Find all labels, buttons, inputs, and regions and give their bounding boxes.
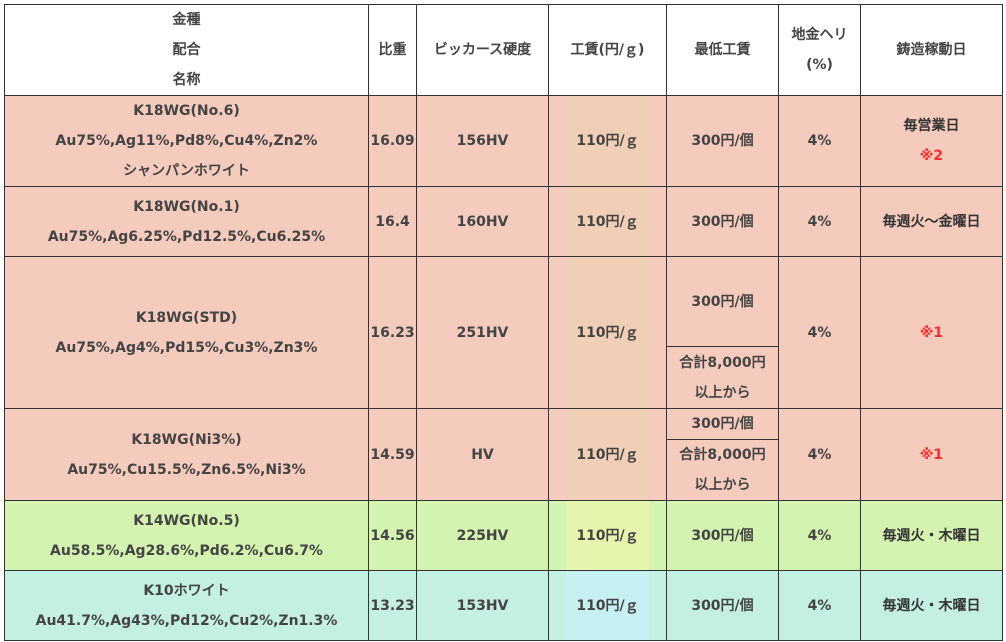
fee-value: 110円/ｇ — [576, 527, 639, 544]
casting-days-cell: ※1 — [860, 408, 1003, 501]
header-name: 金種 配合 名称 — [4, 4, 369, 96]
casting-days: 毎営業日 — [903, 118, 960, 134]
alloy-name: K18WG(No.1) — [133, 198, 240, 215]
table-row: 合計8,000円 以上から — [5, 346, 1003, 409]
casting-days-cell: 毎営業日 ※2 — [860, 95, 1003, 187]
min-fee-alt-cell: 合計8,000円 以上から — [666, 439, 779, 501]
alloy-composition: Au75%,Ag11%,Pd8%,Cu4%,Zn2% — [55, 133, 318, 149]
gravity-cell: 14.56 — [368, 500, 417, 571]
casting-days-cell: 毎週火・木曜日 — [860, 500, 1003, 571]
casting-days-cell: 毎週火～金曜日 — [860, 186, 1003, 257]
hardness-cell: 225HV — [416, 500, 549, 571]
loss-cell: 4% — [778, 186, 861, 257]
alloy-subtitle: シャンパンホワイト — [123, 163, 250, 179]
hardness-cell: 251HV — [416, 256, 549, 409]
alloy-name-cell: K10ホワイト Au41.7%,Ag43%,Pd12%,Cu2%,Zn1.3% — [4, 570, 369, 641]
min-fee-alt-cell: 合計8,000円 以上から — [666, 346, 779, 409]
gravity-cell: 16.4 — [368, 186, 417, 257]
table-row: K18WG(No.6) Au75%,Ag11%,Pd8%,Cu4%,Zn2% シ… — [4, 95, 1003, 187]
gravity-cell: 16.23 — [368, 256, 417, 409]
loss-cell: 4% — [778, 408, 861, 501]
alloy-composition: Au75%,Cu15.5%,Zn6.5%,Ni3% — [67, 461, 306, 478]
casting-days-cell: ※1 — [860, 256, 1003, 409]
casting-days: 毎週火～金曜日 — [882, 213, 981, 230]
casting-note: ※2 — [919, 148, 944, 164]
header-hardness: ビッカース硬度 — [416, 4, 549, 96]
fee-cell: 110円/ｇ — [548, 186, 667, 257]
min-fee-cell: 300円/個 — [666, 95, 779, 187]
alloy-composition: Au41.7%,Ag43%,Pd12%,Cu2%,Zn1.3% — [35, 612, 338, 629]
header-casting-days: 鋳造稼動日 — [860, 4, 1003, 96]
alloy-composition: Au58.5%,Ag28.6%,Pd6.2%,Cu6.7% — [50, 542, 323, 559]
gravity-cell: 16.09 — [368, 95, 417, 187]
alloy-name-cell: K18WG(STD) Au75%,Ag4%,Pd15%,Cu3%,Zn3% — [4, 256, 369, 409]
hardness-cell: HV — [416, 408, 549, 501]
loss-cell: 4% — [778, 500, 861, 571]
header-gravity: 比重 — [368, 4, 417, 96]
fee-cell: 110円/ｇ — [548, 95, 667, 187]
hardness-cell: 153HV — [416, 570, 549, 641]
alloy-name: K18WG(STD) — [135, 309, 238, 326]
table-row: K10ホワイト Au41.7%,Ag43%,Pd12%,Cu2%,Zn1.3% … — [4, 570, 1003, 641]
min-fee-alt-line: 以上から — [694, 384, 751, 401]
gravity-cell: 13.23 — [368, 570, 417, 641]
alloy-name-cell: K18WG(No.1) Au75%,Ag6.25%,Pd12.5%,Cu6.25… — [4, 186, 369, 257]
alloy-name-cell: K18WG(Ni3%) Au75%,Cu15.5%,Zn6.5%,Ni3% — [4, 408, 369, 501]
hardness-cell: 160HV — [416, 186, 549, 257]
table-row: K18WG(No.1) Au75%,Ag6.25%,Pd12.5%,Cu6.25… — [4, 186, 1003, 257]
header-loss-line: (%) — [806, 57, 833, 73]
loss-cell: 4% — [778, 256, 861, 409]
gravity-cell: 14.59 — [368, 408, 417, 501]
fee-value: 110円/ｇ — [576, 133, 639, 149]
fee-cell: 110円/ｇ — [548, 570, 667, 641]
casting-note: ※1 — [919, 446, 944, 463]
fee-cell: 110円/ｇ — [548, 408, 667, 501]
table-row: K18WG(Ni3%) Au75%,Cu15.5%,Zn6.5%,Ni3% 14… — [4, 408, 1003, 501]
table-row: 合計8,000円 以上から — [5, 439, 1003, 501]
alloy-name-cell: K18WG(No.6) Au75%,Ag11%,Pd8%,Cu4%,Zn2% シ… — [4, 95, 369, 187]
fee-value: 110円/ｇ — [576, 324, 639, 341]
alloy-name: K18WG(Ni3%) — [131, 431, 242, 448]
casting-days-cell: 毎週火・木曜日 — [860, 570, 1003, 641]
loss-cell: 4% — [778, 570, 861, 641]
table-row: K14WG(No.5) Au58.5%,Ag28.6%,Pd6.2%,Cu6.7… — [4, 500, 1003, 571]
min-fee-alt-line: 以上から — [694, 477, 751, 493]
casting-days: 毎週火・木曜日 — [882, 597, 981, 614]
fee-value: 110円/ｇ — [576, 597, 639, 614]
fee-cell: 110円/ｇ — [548, 256, 667, 409]
table-row: K18WG(STD) Au75%,Ag4%,Pd15%,Cu3%,Zn3% 16… — [4, 256, 1003, 409]
min-fee-cell: 300円/個 — [666, 500, 779, 571]
casting-note: ※1 — [919, 324, 944, 341]
alloy-price-table: 金種 配合 名称 比重 ビッカース硬度 工賃(円/ｇ) 最低工賃 地金ヘリ (%… — [4, 4, 1003, 641]
header-fee: 工賃(円/ｇ) — [548, 4, 667, 96]
header-name-line: 名称 — [172, 72, 201, 88]
min-fee-cell: 300円/個 — [666, 256, 779, 347]
min-fee-cell: 300円/個 — [666, 570, 779, 641]
alloy-composition: Au75%,Ag6.25%,Pd12.5%,Cu6.25% — [47, 228, 326, 245]
min-fee-alt-line: 合計8,000円 — [679, 354, 766, 371]
alloy-name-cell: K14WG(No.5) Au58.5%,Ag28.6%,Pd6.2%,Cu6.7… — [4, 500, 369, 571]
min-fee-cell: 300円/個 — [666, 408, 779, 440]
header-loss: 地金ヘリ (%) — [778, 4, 861, 96]
min-fee-cell: 300円/個 — [666, 186, 779, 257]
header-min-fee: 最低工賃 — [666, 4, 779, 96]
fee-value: 110円/ｇ — [576, 213, 639, 230]
min-fee-alt-line: 合計8,000円 — [679, 447, 766, 463]
header-name-line: 金種 — [172, 12, 201, 28]
alloy-name: K14WG(No.5) — [133, 512, 240, 529]
hardness-cell: 156HV — [416, 95, 549, 187]
alloy-composition: Au75%,Ag4%,Pd15%,Cu3%,Zn3% — [55, 339, 318, 356]
casting-days: 毎週火・木曜日 — [882, 527, 981, 544]
header-row: 金種 配合 名称 比重 ビッカース硬度 工賃(円/ｇ) 最低工賃 地金ヘリ (%… — [4, 4, 1003, 96]
alloy-name: K18WG(No.6) — [133, 103, 240, 119]
header-loss-line: 地金ヘリ — [791, 27, 848, 43]
loss-cell: 4% — [778, 95, 861, 187]
fee-value: 110円/ｇ — [576, 446, 639, 463]
fee-cell: 110円/ｇ — [548, 500, 667, 571]
header-name-line: 配合 — [172, 42, 201, 58]
alloy-name: K10ホワイト — [143, 582, 230, 599]
